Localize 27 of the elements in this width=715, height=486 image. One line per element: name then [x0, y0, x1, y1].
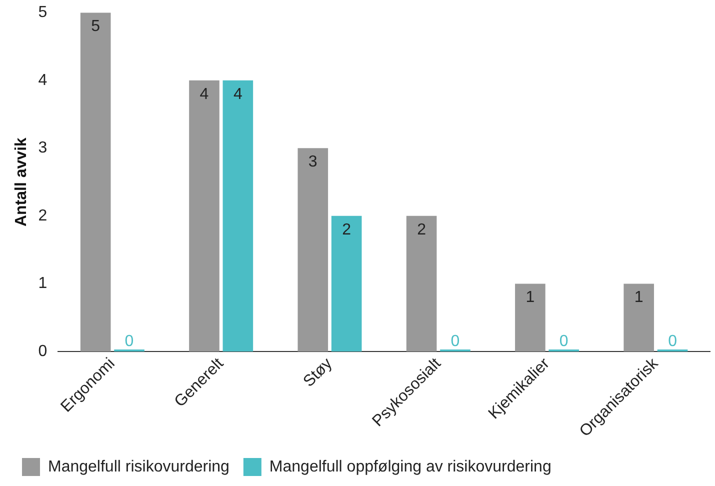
bar: [80, 12, 111, 352]
y-tick-label: 3: [38, 140, 48, 157]
y-tick-label: 0: [38, 342, 48, 360]
data-label: 2: [417, 221, 426, 238]
bar: [331, 216, 362, 352]
bar: [189, 80, 220, 352]
data-label: 4: [233, 86, 242, 103]
y-tick-label: 2: [38, 207, 48, 224]
data-label: 0: [450, 332, 460, 350]
data-label: 0: [124, 332, 134, 350]
data-label: 5: [91, 18, 100, 36]
data-label: 1: [526, 289, 535, 306]
bar: [406, 216, 437, 352]
bar: [298, 148, 328, 352]
data-label: 4: [200, 86, 209, 103]
data-label: 3: [308, 154, 318, 171]
data-label: 0: [559, 332, 568, 350]
bar: [222, 80, 254, 352]
y-tick-label: 5: [38, 4, 48, 22]
data-label: 2: [342, 221, 352, 238]
y-tick-label: 1: [38, 275, 48, 292]
y-tick-label: 4: [38, 72, 48, 89]
data-label: 0: [668, 332, 678, 350]
legend-label: Mangelfull risikovurdering: [48, 458, 230, 476]
y-axis-title: Antall avvik: [13, 137, 30, 227]
data-label: 1: [634, 289, 644, 306]
legend-label: Mangelfull oppfølging av risikovurdering: [269, 458, 552, 476]
